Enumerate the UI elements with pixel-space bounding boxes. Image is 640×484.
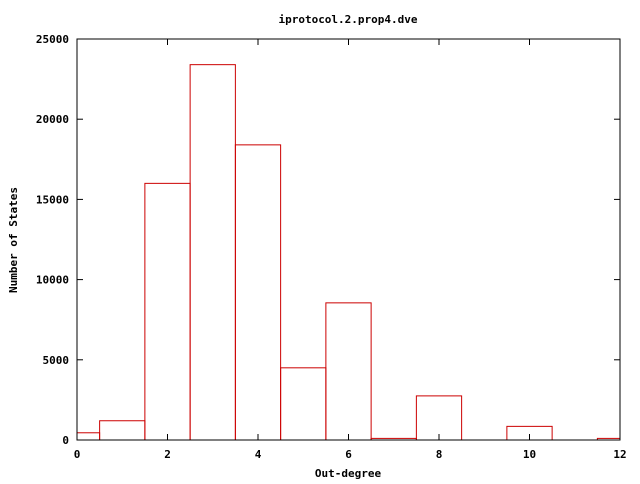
- x-tick-label: 6: [345, 448, 352, 461]
- bar-outdegree-4: [234, 144, 282, 441]
- y-axis-label: Number of States: [7, 187, 20, 293]
- x-tick-label: 0: [74, 448, 81, 461]
- y-tick-label: 25000: [36, 33, 69, 46]
- x-tick-label: 4: [255, 448, 262, 461]
- bar-outdegree-2: [144, 182, 191, 441]
- bar-outdegree-0: [76, 432, 101, 441]
- bar-outdegree-1: [99, 420, 146, 441]
- bars-layer: [76, 64, 621, 441]
- y-tick-label: 15000: [36, 193, 69, 206]
- chart-title: iprotocol.2.prop4.dve: [278, 13, 417, 26]
- bar-outdegree-6: [325, 302, 372, 441]
- bar-outdegree-8: [415, 395, 463, 441]
- y-tick-label: 20000: [36, 113, 69, 126]
- x-tick-label: 2: [164, 448, 171, 461]
- y-tick-label: 5000: [43, 354, 70, 367]
- bar-outdegree-5: [280, 367, 327, 441]
- plot-frame: [76, 38, 621, 441]
- y-tick-label: 10000: [36, 274, 69, 287]
- x-axis-label: Out-degree: [315, 467, 382, 480]
- x-tick-label: 8: [436, 448, 443, 461]
- ticks-layer: 0 2 4 6 8 10 12 0 5000 10000 15000 20000 25000: [36, 33, 627, 461]
- bar-outdegree-3: [189, 64, 236, 441]
- x-tick-label: 10: [523, 448, 536, 461]
- x-tick-label: 12: [613, 448, 626, 461]
- y-tick-label: 0: [62, 434, 69, 447]
